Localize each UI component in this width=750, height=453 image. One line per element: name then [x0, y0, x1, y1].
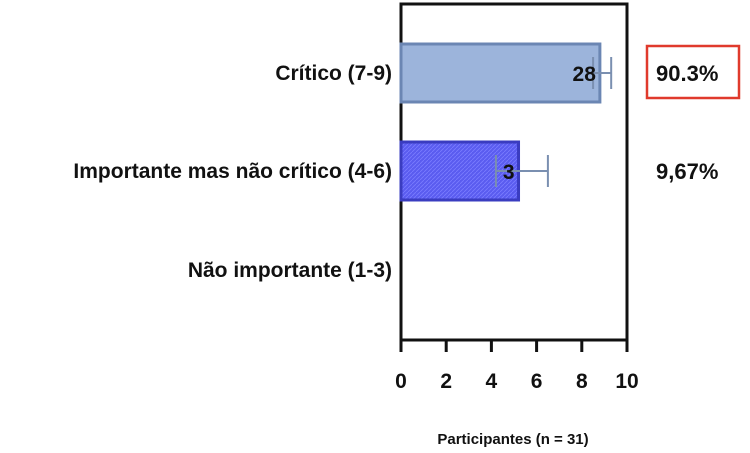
x-tick-label-2: 4 [486, 370, 498, 393]
x-tick-label-3: 6 [531, 370, 543, 393]
category-label-2: Não importante (1-3) [188, 259, 392, 282]
percentage-label-0: 90.3% [656, 61, 718, 86]
bar-value-label-1: 3 [503, 161, 515, 184]
x-tick-label-1: 2 [440, 370, 452, 393]
percentage-label-1: 9,67% [656, 159, 718, 184]
category-label-1: Importante mas não crítico (4-6) [73, 160, 392, 183]
category-label-0: Crítico (7-9) [275, 62, 392, 85]
x-tick-label-0: 0 [395, 370, 407, 393]
highlight-box [645, 44, 741, 100]
x-axis-title: Participantes (n = 31) [437, 431, 588, 448]
bar-0 [399, 42, 602, 104]
x-tick-label-5: 10 [615, 370, 638, 393]
x-tick-label-4: 8 [576, 370, 588, 393]
bar-value-label-0: 28 [573, 63, 597, 86]
